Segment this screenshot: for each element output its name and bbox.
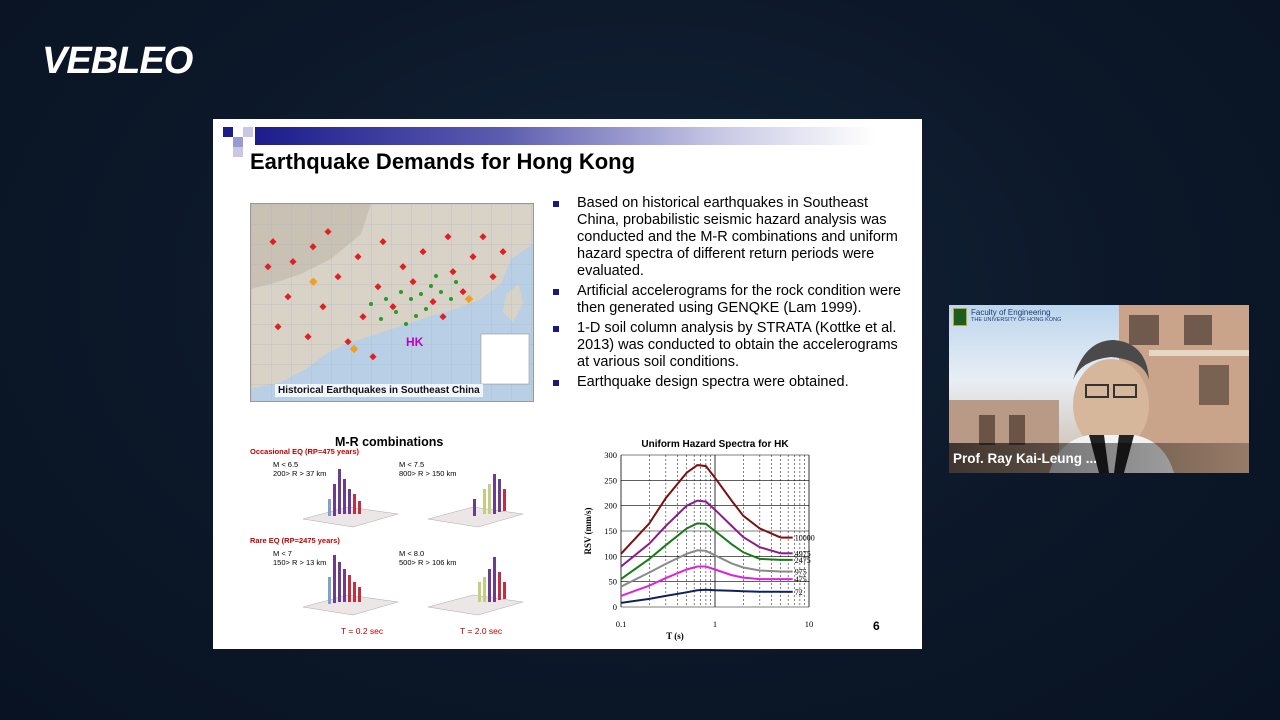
- series-line-2475: [620, 522, 781, 580]
- speaker-name: Prof. Ray Kai-Leung ...: [953, 451, 1098, 466]
- t-label-right: T = 2.0 sec: [460, 626, 503, 636]
- bullet-text: Based on historical earthquakes in South…: [577, 195, 898, 279]
- decor-square: [233, 137, 243, 147]
- series-line-10000: [620, 464, 782, 555]
- decor-square: [223, 127, 233, 137]
- university-name: THE UNIVERSITY OF HONG KONG: [971, 317, 1062, 323]
- occasional-eq-label: Occasional EQ (RP=475 years): [250, 447, 360, 456]
- bullet-item: 1-D soil column analysis by STRATA (Kott…: [551, 320, 906, 371]
- uhs-chart: Uniform Hazard Spectra for HK 0 50 100 150 20…: [583, 439, 815, 641]
- mr-panel-4-text: M < 8.0 500> R > 106 km: [399, 549, 457, 567]
- series-line-975: [620, 549, 781, 588]
- green-markers: [369, 274, 458, 326]
- faculty-name: Faculty of Engineering: [971, 308, 1051, 317]
- x-tick-label: 0.1: [616, 619, 627, 629]
- series-label: 10000: [795, 534, 815, 543]
- bullet-text: 1-D soil column analysis by STRATA (Kott…: [577, 320, 898, 370]
- y-tick-label: 300: [604, 450, 617, 460]
- decor-square: [233, 147, 243, 157]
- series-line-72: [620, 588, 781, 604]
- series-label: 975: [795, 568, 807, 577]
- bullet-marker: [553, 289, 559, 295]
- x-tick-label: 1: [713, 619, 717, 629]
- series-label: 2475: [795, 556, 811, 565]
- bullet-item: Earthquake design spectra were obtained.: [551, 374, 906, 391]
- bullet-marker: [553, 380, 559, 386]
- bullet-marker: [553, 201, 559, 207]
- decor-square: [243, 127, 253, 137]
- mr-histogram-4: [427, 557, 524, 616]
- faculty-logo: Faculty of Engineering THE UNIVERSITY OF…: [953, 308, 1061, 326]
- y-tick-label: 250: [604, 475, 617, 485]
- series-line-4975: [620, 499, 781, 568]
- bullet-list: Based on historical earthquakes in South…: [551, 195, 906, 394]
- x-tick-label: 10: [805, 619, 814, 629]
- map-legend: [480, 333, 530, 385]
- bullet-item: Artificial accelerograms for the rock co…: [551, 283, 906, 317]
- mr-panel-2-text: M < 7.5 800> R > 150 km: [399, 460, 457, 478]
- map-caption: Historical Earthquakes in Southeast Chin…: [275, 384, 483, 397]
- map-graphic: [251, 204, 533, 401]
- y-tick-label: 50: [609, 577, 618, 587]
- x-axis-label: T (s): [666, 631, 684, 641]
- y-tick-label: 100: [604, 551, 617, 561]
- series-label: 475: [795, 575, 807, 584]
- y-tick-label: 150: [604, 526, 617, 536]
- speaker-name-tag: Prof. Ray Kai-Leung ...: [949, 443, 1249, 473]
- bullet-text: Artificial accelerograms for the rock co…: [577, 283, 901, 316]
- rare-eq-label: Rare EQ (RP=2475 years): [250, 536, 340, 545]
- t-label-left: T = 0.2 sec: [341, 626, 384, 636]
- page-number: 6: [873, 619, 880, 633]
- bullet-marker: [553, 326, 559, 332]
- mr-panel-1-text: M < 6.5 200> R > 37 km: [273, 460, 327, 478]
- hku-shield-icon: [953, 308, 967, 326]
- mr-panel-3-text: M < 7 150> R > 13 km: [273, 549, 327, 567]
- vebleo-logo: VEBLEO: [42, 40, 193, 82]
- series-label: 72: [795, 588, 803, 597]
- title-gradient-bar: [255, 127, 875, 145]
- hk-label: HK: [406, 335, 424, 349]
- mr-histogram-2: [427, 474, 524, 528]
- mr-histogram-3: [302, 555, 399, 616]
- mr-histogram-1: [302, 469, 399, 528]
- presentation-slide: Earthquake Demands for Hong Kong: [213, 119, 922, 649]
- mr-title: M-R combinations: [335, 435, 444, 449]
- bullet-text: Earthquake design spectra were obtained.: [577, 374, 849, 390]
- chart-title: Uniform Hazard Spectra for HK: [641, 439, 789, 450]
- y-axis-label: RSV (mm/s): [583, 507, 593, 554]
- bullet-item: Based on historical earthquakes in South…: [551, 195, 906, 280]
- y-tick-label: 200: [604, 501, 617, 511]
- series-line-475: [620, 565, 781, 597]
- series-label: 4975: [795, 549, 811, 558]
- slide-title: Earthquake Demands for Hong Kong: [250, 149, 636, 174]
- speaker-webcam[interactable]: Faculty of Engineering THE UNIVERSITY OF…: [949, 305, 1249, 473]
- y-tick-label: 0: [613, 602, 617, 612]
- earthquake-map: HK Historical Earthquakes in Southeast C…: [250, 203, 534, 402]
